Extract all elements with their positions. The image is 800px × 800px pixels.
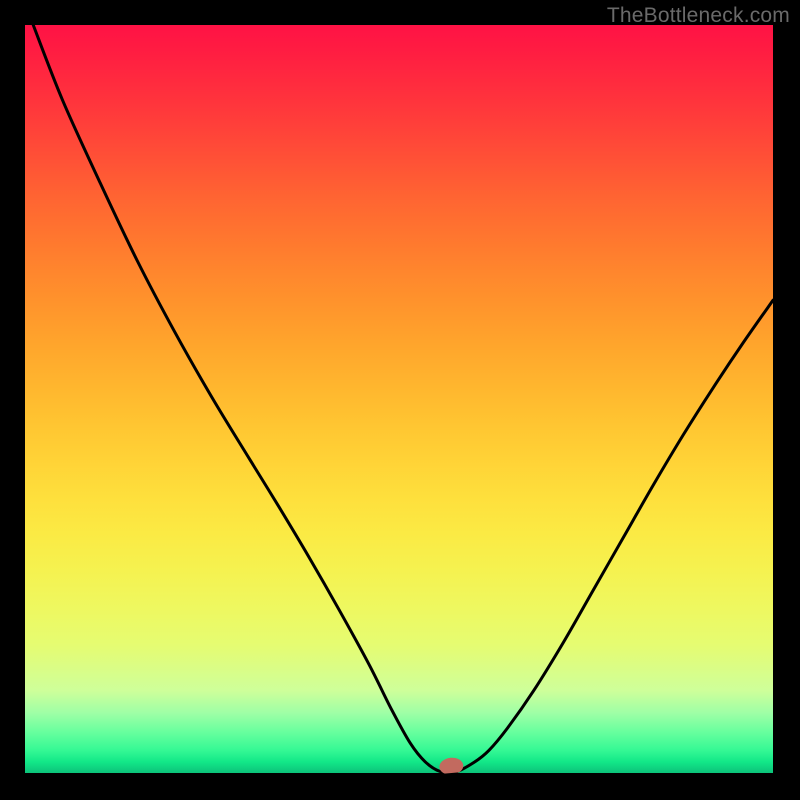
bottleneck-chart (0, 0, 800, 800)
watermark-text: TheBottleneck.com (607, 4, 790, 28)
plot-background (25, 25, 773, 773)
